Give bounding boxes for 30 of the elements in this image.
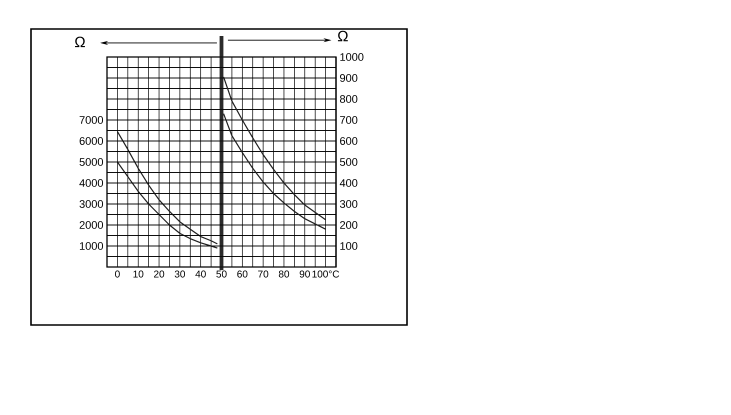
y2-tick-label: 700: [340, 116, 358, 124]
y-tick-label: 2000: [80, 221, 104, 229]
x-tick-label: 70: [258, 270, 268, 278]
y2-tick-label: 500: [340, 158, 358, 166]
x-tick-label: 80: [278, 270, 290, 278]
y2-tick-label: 200: [340, 221, 358, 229]
y-tick-label: 4000: [79, 179, 104, 187]
x-tick-label: 30: [174, 270, 186, 278]
y2-tick-label: 100: [340, 242, 358, 250]
y2-tick-label: 800: [340, 95, 358, 103]
x-tick-label: 90: [300, 270, 310, 278]
x-tick-label: 10: [133, 270, 144, 278]
y2-tick-label: 900: [340, 74, 358, 82]
y2-tick-label: 400: [340, 179, 358, 187]
x-tick-label: 40: [195, 270, 206, 278]
y2-tick-label: 600: [340, 137, 358, 145]
y-tick-label: 6000: [80, 137, 104, 145]
y-tick-label: 5000: [80, 158, 104, 166]
y-tick-label: 1000: [80, 242, 104, 250]
x-tick-label: 0: [115, 270, 120, 278]
y2-tick-label: 300: [340, 200, 358, 208]
x-tick-label: 50: [216, 270, 227, 278]
x-tick-label: 60: [237, 270, 248, 278]
y2-axis-title: Ω: [338, 30, 348, 42]
y-tick-label: 7000: [80, 116, 104, 124]
y-tick-label: 3000: [80, 200, 104, 208]
x-tick-label: 20: [154, 270, 164, 278]
x-tick-label: 100°C: [312, 270, 340, 278]
y2-tick-label: 1000: [340, 53, 364, 61]
y-axis-title: Ω: [75, 36, 85, 48]
